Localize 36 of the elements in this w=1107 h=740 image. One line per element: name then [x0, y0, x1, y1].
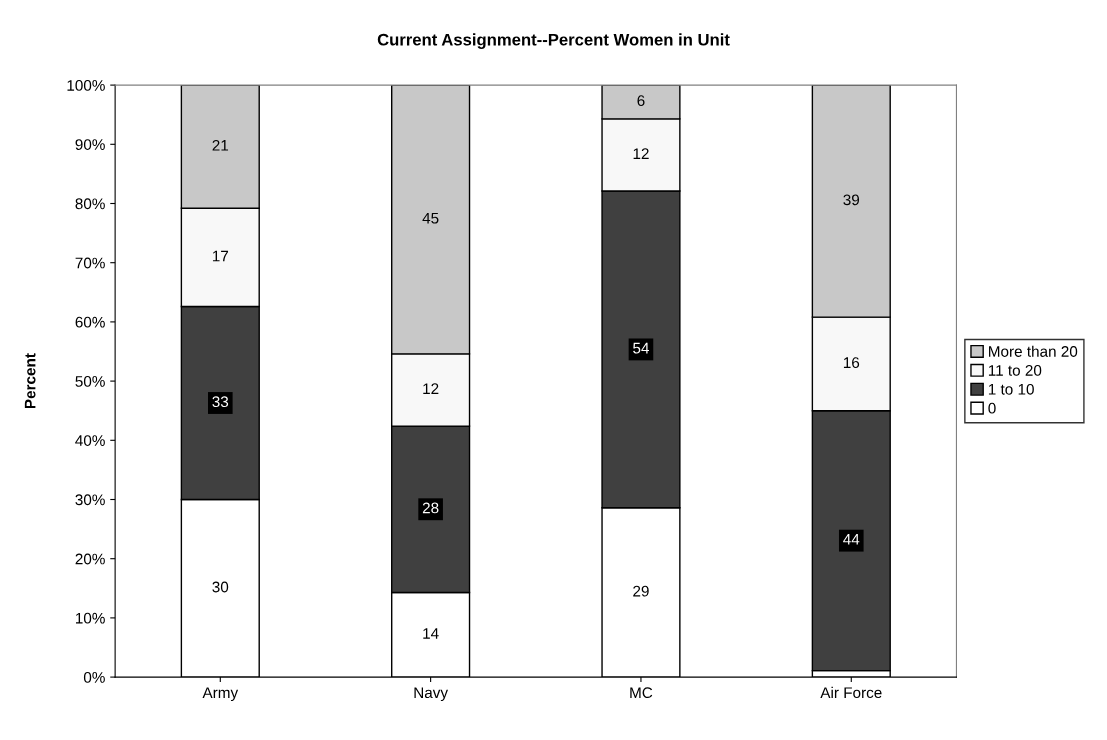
data-label: 12	[633, 148, 649, 159]
y-tick-label: 60%	[75, 316, 105, 328]
data-label: 17	[212, 250, 229, 262]
x-tick-label: MC	[630, 687, 653, 699]
y-tick-label: 10%	[75, 612, 105, 624]
data-label: 30	[212, 581, 229, 593]
y-tick-label: 30%	[75, 494, 105, 506]
legend-label: 11 to 20	[988, 364, 1042, 376]
y-tick-label: 90%	[75, 139, 105, 150]
y-tick-label: 70%	[75, 257, 105, 269]
x-tick-label: Air Force	[820, 686, 882, 699]
data-label: 6	[637, 95, 645, 107]
y-axis-title: Percent	[24, 353, 36, 409]
y-tick-label: 80%	[75, 198, 105, 210]
legend-label: 1 to 10	[988, 383, 1034, 395]
data-label: 45	[422, 212, 439, 224]
data-label: 16	[843, 357, 860, 369]
y-tick-label: 40%	[75, 435, 105, 446]
legend-label: More than 20	[989, 345, 1078, 357]
y-tick-label: 20%	[75, 553, 105, 565]
x-tick-label: Navy	[414, 687, 448, 702]
data-label: 29	[633, 585, 649, 597]
y-tick-label: 0%	[83, 671, 105, 683]
data-label: 33	[212, 396, 229, 408]
y-tick-label: 100%	[67, 79, 105, 91]
chart-title: Current Assignment--Percent Women in Unit	[377, 33, 730, 49]
data-label: 12	[423, 383, 439, 394]
data-label: 21	[212, 139, 229, 151]
data-label: 28	[422, 502, 439, 514]
data-label: 54	[633, 342, 649, 354]
data-label: 14	[423, 628, 439, 639]
data-label: 44	[843, 534, 860, 545]
y-tick-label: 50%	[75, 375, 105, 387]
x-tick-label: Army	[202, 687, 239, 702]
legend-label: 0	[988, 402, 996, 414]
data-label: 39	[843, 194, 860, 206]
